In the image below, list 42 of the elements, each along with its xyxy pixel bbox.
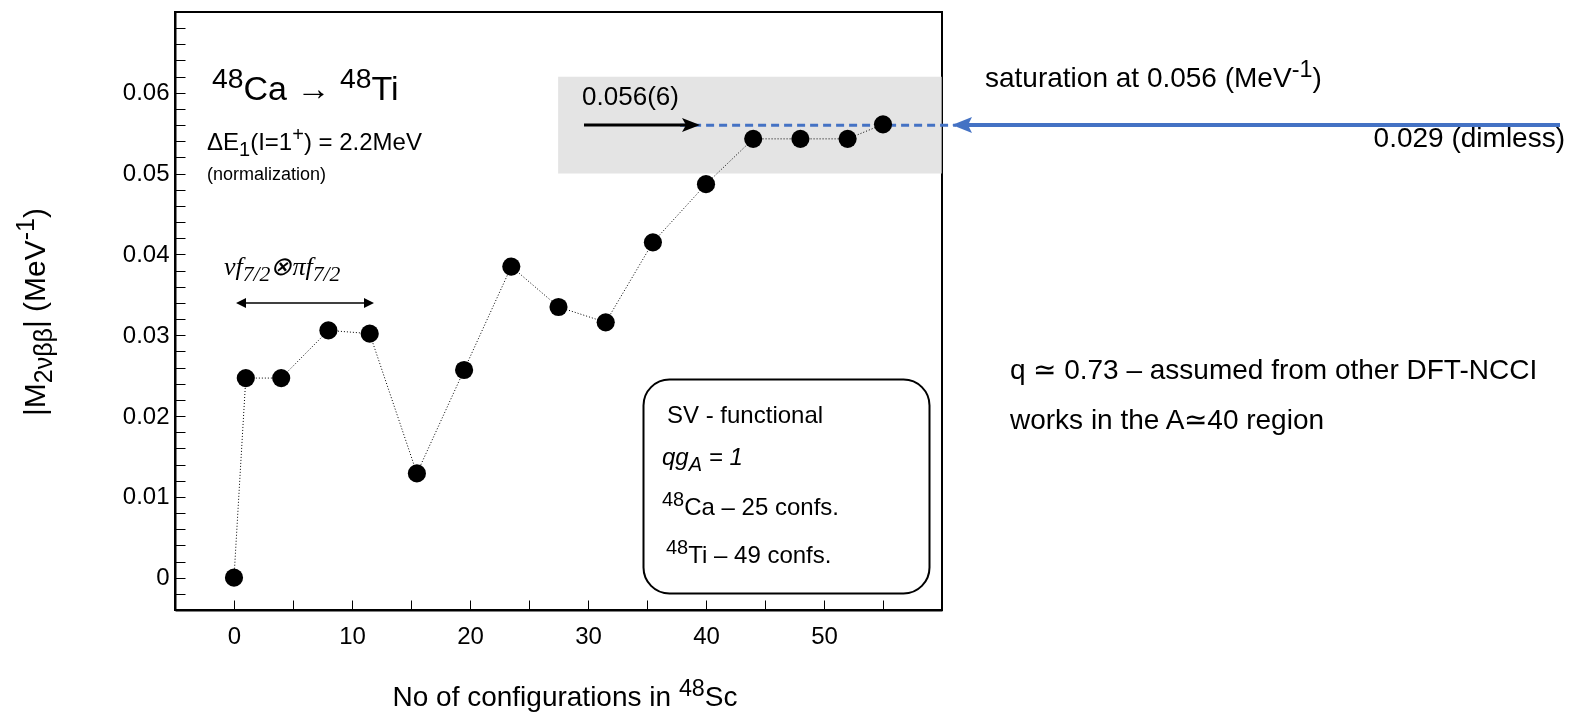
annotation: SV - functional — [667, 401, 824, 428]
text: saturation at 0.056 (MeV$^{-1}$) — [985, 56, 1322, 94]
y-tick-label: 0.03 — [122, 320, 170, 348]
annotation: $^{48}$Ti – 49 confs. — [666, 536, 832, 568]
annotation: $^{48}$Ca → $^{48}$Ti — [212, 62, 399, 108]
annotation: νf$_{7/2}$⊗πf$_{7/2}$ — [224, 252, 341, 287]
point — [838, 129, 857, 148]
point — [643, 233, 662, 252]
x-tick-label: 50 — [811, 621, 838, 649]
point — [596, 313, 615, 332]
annotation: $^{48}$Ca – 25 confs. — [662, 488, 840, 520]
annotation: qg$_{A}$ = 1 — [662, 443, 743, 475]
y-tick-label: 0.06 — [122, 78, 170, 106]
point — [407, 464, 426, 483]
annotation: (normalization) — [207, 164, 327, 184]
y-tick-label: 0.04 — [122, 239, 170, 267]
point — [744, 129, 763, 148]
y-tick-label: 0 — [156, 563, 170, 591]
annotation: 0.056(6) — [582, 81, 679, 112]
point — [455, 360, 474, 380]
point — [360, 324, 379, 343]
x-tick-label: 10 — [339, 621, 366, 649]
annotation: ΔE$_{1}$(I=1$^{+}$) = 2.2MeV — [207, 123, 422, 160]
point — [502, 257, 521, 276]
x-tick-label: 20 — [457, 621, 484, 649]
text: 0.029 (dimless) — [1373, 122, 1565, 153]
point — [696, 175, 716, 194]
point — [319, 321, 338, 340]
x-tick-label: 0 — [227, 621, 242, 649]
y-tick-label: 0.01 — [122, 482, 170, 510]
point — [224, 568, 244, 587]
x-tick-label: 40 — [693, 621, 720, 649]
text: q ≃ 0.73 – assumed from other DFT-NCCI works in the A≃40 region — [1010, 353, 1539, 437]
y-tick-label: 0.05 — [122, 159, 170, 187]
point — [549, 297, 568, 317]
point — [873, 115, 893, 134]
x-axis-title: No of configurations in $^{48}$Sc — [392, 675, 738, 713]
y-tick-label: 0.02 — [122, 401, 170, 429]
x-tick-label: 30 — [575, 621, 602, 649]
point — [791, 129, 810, 148]
point — [272, 369, 291, 388]
point — [236, 369, 255, 388]
